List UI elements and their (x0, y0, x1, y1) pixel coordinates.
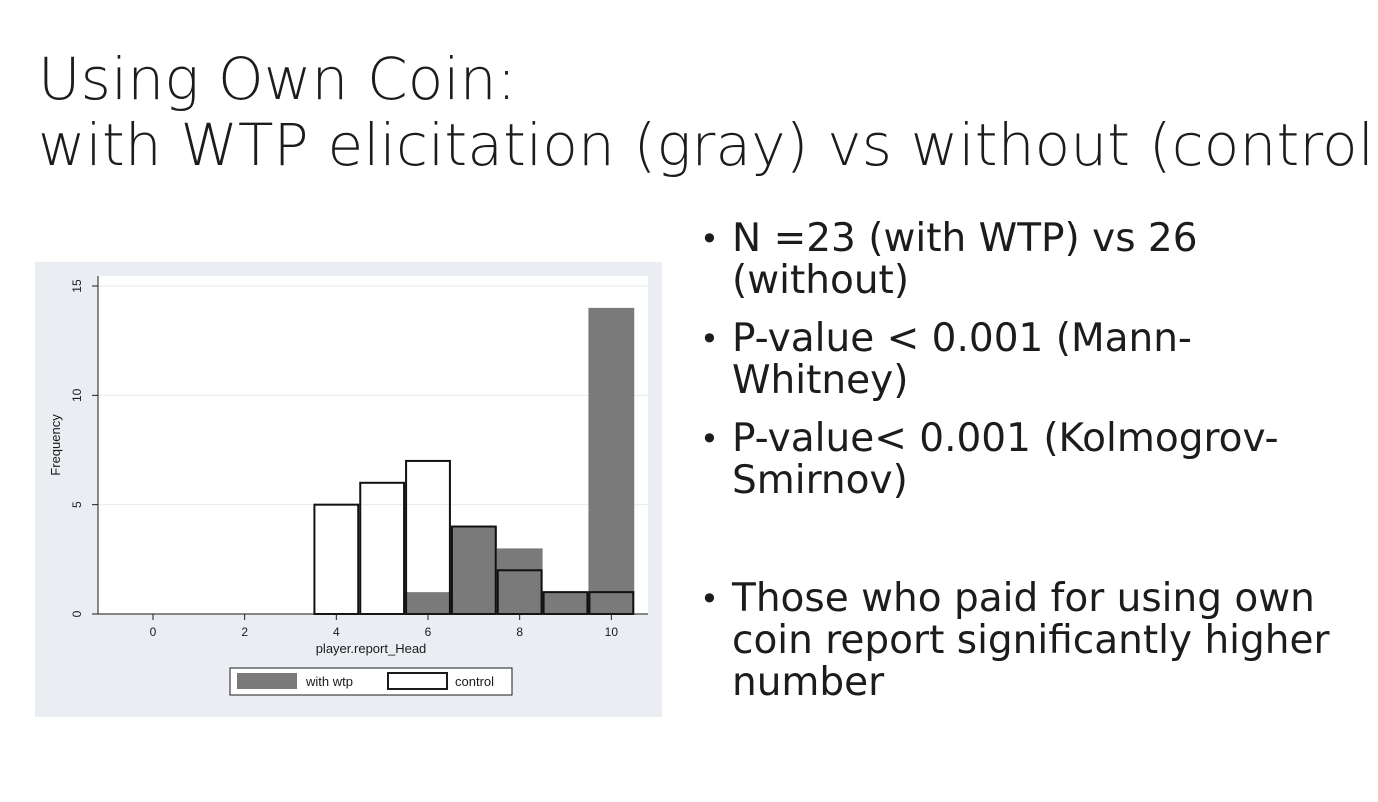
slide-title-line-2: with WTP elicitation (gray) vs without (… (38, 111, 1378, 179)
bullet-conclusion: Those who paid for using own coin report… (700, 578, 1360, 704)
bullet-mann-whitney: P-value < 0.001 (Mann-Whitney) (700, 318, 1360, 402)
bullet-kolmogorov-smirnov: P-value< 0.001 (Kolmogrov-Smirnov) (700, 418, 1360, 502)
x-axis-label: player.report_Head (316, 641, 427, 656)
slide-title: Using Own Coin: with WTP elicitation (gr… (38, 46, 1378, 178)
bar-with-wtp (405, 592, 451, 614)
plot-area (98, 276, 648, 614)
legend-label-control: control (455, 674, 494, 689)
histogram-svg: 0 5 10 15 0 2 4 6 8 10 Frequency player.report_H… (48, 276, 648, 696)
bullet-list: N =23 (with WTP) vs 26 (without) P-value… (700, 218, 1360, 704)
x-tick-label: 8 (516, 625, 523, 639)
x-tick-label: 0 (150, 625, 157, 639)
legend-label-with-wtp: with wtp (305, 674, 353, 689)
bar-with-wtp (450, 526, 497, 614)
histogram-chart: 0 5 10 15 0 2 4 6 8 10 Frequency player.report_H… (35, 262, 662, 717)
x-tick-label: 10 (605, 625, 619, 639)
legend-swatch-control (387, 672, 448, 690)
x-tick-label: 2 (241, 625, 248, 639)
bar-with-wtp (496, 548, 543, 614)
y-tick-label: 15 (70, 279, 84, 293)
legend: with wtp control (229, 667, 513, 696)
bar-with-wtp (588, 307, 635, 614)
y-tick-label: 0 (70, 610, 84, 617)
bullet-sample-size: N =23 (with WTP) vs 26 (without) (700, 218, 1360, 302)
bar-with-wtp (542, 592, 589, 614)
y-axis-label: Frequency (48, 414, 63, 476)
legend-swatch-with-wtp (237, 673, 297, 689)
x-tick-label: 4 (333, 625, 340, 639)
y-tick-label: 5 (70, 501, 84, 508)
slide-title-line-1: Using Own Coin: (38, 45, 517, 113)
x-tick-label: 6 (425, 625, 432, 639)
y-tick-label: 10 (70, 388, 84, 402)
